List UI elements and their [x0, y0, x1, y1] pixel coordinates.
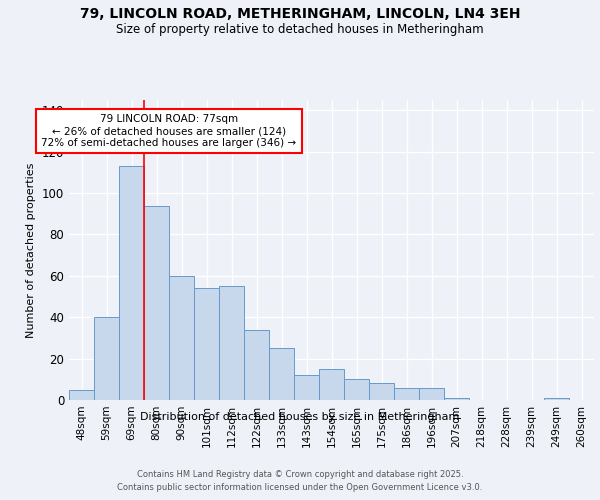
- Bar: [244, 330, 269, 400]
- Bar: [69, 390, 94, 400]
- Bar: [94, 317, 119, 400]
- Bar: [319, 369, 344, 400]
- Bar: [344, 380, 369, 400]
- Bar: [544, 398, 569, 400]
- Bar: [294, 375, 319, 400]
- Y-axis label: Number of detached properties: Number of detached properties: [26, 162, 36, 338]
- Bar: [419, 388, 444, 400]
- Bar: [219, 286, 244, 400]
- Text: Size of property relative to detached houses in Metheringham: Size of property relative to detached ho…: [116, 22, 484, 36]
- Text: Contains public sector information licensed under the Open Government Licence v3: Contains public sector information licen…: [118, 482, 482, 492]
- Bar: [369, 384, 394, 400]
- Bar: [144, 206, 169, 400]
- Text: 79 LINCOLN ROAD: 77sqm
← 26% of detached houses are smaller (124)
72% of semi-de: 79 LINCOLN ROAD: 77sqm ← 26% of detached…: [41, 114, 296, 148]
- Bar: [169, 276, 194, 400]
- Bar: [194, 288, 219, 400]
- Bar: [444, 398, 469, 400]
- Bar: [269, 348, 294, 400]
- Text: Contains HM Land Registry data © Crown copyright and database right 2025.: Contains HM Land Registry data © Crown c…: [137, 470, 463, 479]
- Text: Distribution of detached houses by size in Metheringham: Distribution of detached houses by size …: [140, 412, 460, 422]
- Bar: [119, 166, 144, 400]
- Bar: [394, 388, 419, 400]
- Text: 79, LINCOLN ROAD, METHERINGHAM, LINCOLN, LN4 3EH: 79, LINCOLN ROAD, METHERINGHAM, LINCOLN,…: [80, 8, 520, 22]
